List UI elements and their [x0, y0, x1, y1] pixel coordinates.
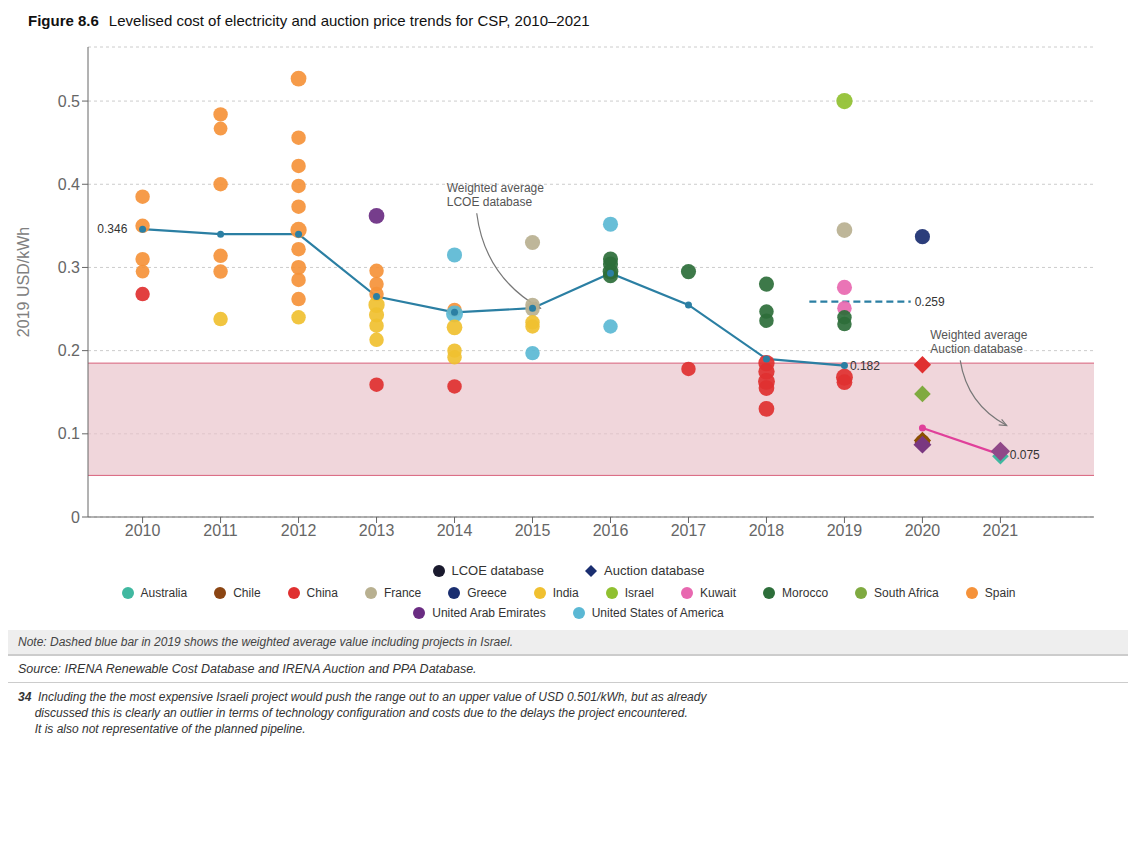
svg-text:2019 USD/kWh: 2019 USD/kWh [15, 227, 32, 337]
svg-text:LCOE database: LCOE database [447, 195, 533, 209]
html-text:Greece: Greece [467, 586, 507, 600]
svg-text:0.2: 0.2 [58, 342, 80, 359]
html-text:South Africa: South Africa [874, 586, 939, 600]
html-text:Note: Dashed blue bar in 2019: Note: Dashed blue bar in 2019 shows the … [18, 635, 513, 649]
html-text:Source: IRENA Renewable Cost D: Source: IRENA Renewable Cost Database an… [18, 662, 477, 676]
svg-text:2017: 2017 [671, 522, 707, 539]
svg-text:2019: 2019 [827, 522, 863, 539]
html-text:France: France [383, 586, 422, 600]
svg-text:Weighted average: Weighted average [930, 328, 1028, 342]
html-text:Kuwait: Kuwait [700, 586, 736, 600]
svg-text:2016: 2016 [593, 522, 629, 539]
svg-text:0.5: 0.5 [58, 93, 80, 110]
html-text:Israel: Israel [624, 586, 654, 600]
html-text:United States of America: United States of America [591, 606, 724, 620]
svg-text:2020: 2020 [905, 522, 941, 539]
svg-text:2012: 2012 [281, 522, 317, 539]
html-text:Spain: Spain [984, 586, 1016, 600]
html-text:United Arab Emirates: United Arab Emirates [432, 606, 546, 620]
svg-text:0.3: 0.3 [58, 259, 80, 276]
svg-text:2013: 2013 [359, 522, 395, 539]
svg-text:2014: 2014 [437, 522, 473, 539]
html-text:Chile: Chile [233, 586, 261, 600]
svg-text:0.259: 0.259 [915, 295, 945, 309]
html-text:34 Including the the most expe: 34 Including the the most expensive Isra… [18, 690, 707, 736]
svg-text:2018: 2018 [749, 522, 785, 539]
svg-text:2011: 2011 [203, 522, 238, 539]
svg-text:0.1: 0.1 [58, 425, 80, 442]
html-text:Levelised cost of electricity: Levelised cost of electricity and auctio… [108, 12, 590, 29]
html-text:China: China [306, 586, 338, 600]
html-text:Morocco: Morocco [782, 586, 829, 600]
svg-text:0.4: 0.4 [58, 176, 80, 193]
html-text:LCOE database: LCOE database [451, 563, 544, 578]
svg-text:2021: 2021 [983, 522, 1019, 539]
svg-text:Weighted average: Weighted average [447, 181, 545, 195]
html-text:Figure 8.6: Figure 8.6 [28, 12, 99, 29]
html-text:Auction database: Auction database [604, 563, 705, 578]
svg-text:0.182: 0.182 [850, 359, 880, 373]
svg-text:0.075: 0.075 [1010, 448, 1040, 462]
html-text:India: India [552, 586, 579, 600]
svg-text:2015: 2015 [515, 522, 551, 539]
html-text:Australia: Australia [140, 586, 188, 600]
svg-text:0: 0 [71, 509, 80, 526]
svg-text:2010: 2010 [125, 522, 161, 539]
svg-text:Auction database: Auction database [930, 342, 1023, 356]
svg-text:0.346: 0.346 [97, 222, 127, 236]
